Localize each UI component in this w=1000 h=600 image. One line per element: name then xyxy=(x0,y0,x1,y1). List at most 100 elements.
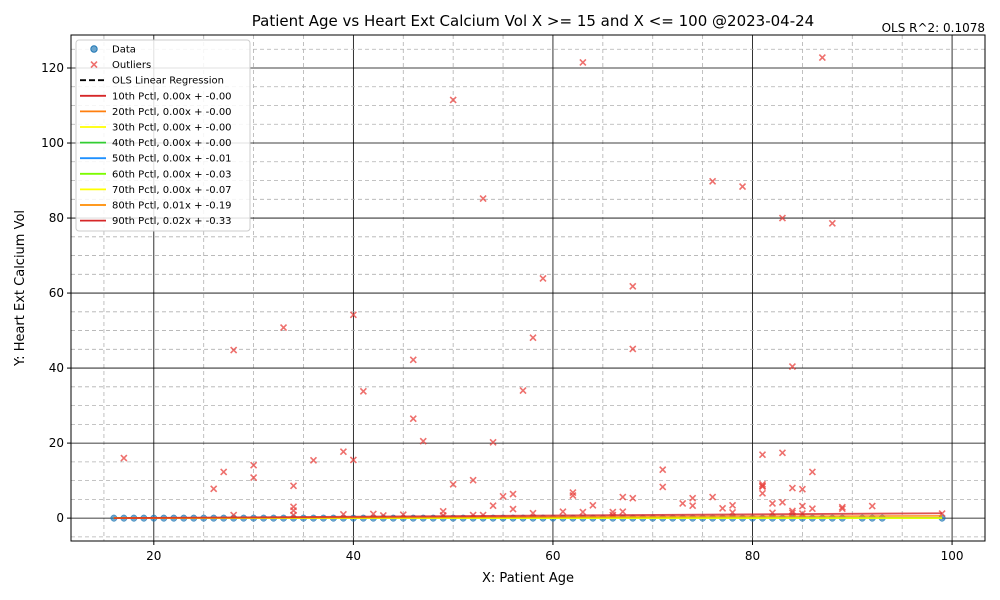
outlier-point xyxy=(289,482,298,490)
outlier-point xyxy=(409,356,417,364)
outlier-point xyxy=(579,508,587,516)
outlier-point xyxy=(868,502,876,510)
outlier-point xyxy=(469,476,477,484)
legend-label: 50th Pctl, 0.00x + -0.01 xyxy=(112,154,232,165)
x-tick-label: 80 xyxy=(745,549,760,563)
y-tick-label: 60 xyxy=(49,286,64,300)
y-tick-label: 80 xyxy=(49,211,64,225)
outlier-point xyxy=(808,468,816,476)
legend-marker xyxy=(90,45,98,53)
series-line xyxy=(113,512,943,520)
x-tick-label: 20 xyxy=(146,549,161,563)
outlier-point xyxy=(619,493,627,501)
outlier-point xyxy=(719,504,727,512)
outlier-point xyxy=(798,502,806,510)
r-squared-annotation: OLS R^2: 0.1078 xyxy=(882,21,985,35)
outlier-point xyxy=(359,387,367,395)
outlier-point xyxy=(818,53,826,62)
outlier-point xyxy=(758,482,767,490)
legend-label: OLS Linear Regression xyxy=(112,76,224,87)
outlier-point xyxy=(339,448,347,456)
legend-label: 10th Pctl, 0.00x + -0.00 xyxy=(112,91,232,102)
outlier-point xyxy=(778,214,787,222)
outlier-point xyxy=(689,502,697,510)
outlier-point xyxy=(230,346,238,354)
outlier-point xyxy=(659,466,667,474)
outlier-point xyxy=(579,58,587,66)
outlier-point xyxy=(788,484,796,492)
outlier-point xyxy=(629,494,637,502)
outlier-point xyxy=(489,438,497,446)
outlier-point xyxy=(449,96,457,104)
outlier-point xyxy=(758,480,767,488)
legend-box xyxy=(75,39,251,232)
outlier-point xyxy=(778,449,787,457)
outlier-point xyxy=(689,494,697,502)
legend-marker xyxy=(90,61,98,69)
y-tick-label: 0 xyxy=(56,511,64,525)
y-tick-label: 40 xyxy=(49,361,64,375)
outlier-point xyxy=(838,505,846,513)
outlier-point xyxy=(619,508,627,516)
outlier-point xyxy=(559,508,567,516)
outlier-point xyxy=(489,502,497,510)
outlier-point xyxy=(589,501,597,509)
x-tick-label: 40 xyxy=(346,549,361,563)
outlier-point xyxy=(529,334,537,342)
plot-frame xyxy=(70,34,986,542)
x-axis-label: X: Patient Age xyxy=(482,571,574,586)
outlier-point xyxy=(728,501,737,509)
outlier-point xyxy=(629,282,637,290)
outlier-point xyxy=(250,474,258,482)
legend-label: 70th Pctl, 0.00x + -0.07 xyxy=(112,185,232,196)
outlier-point xyxy=(808,505,816,513)
legend: Data Outliers OLS Linear Regression 10th Pc… xyxy=(75,39,251,232)
y-tick-label: 120 xyxy=(41,61,64,75)
axis-ticks: 20 40 60 80 100 0 20 40 60 80 100 120 xyxy=(41,61,963,563)
outlier-point xyxy=(499,492,507,500)
outlier-point xyxy=(539,274,547,283)
outlier-point xyxy=(210,485,218,493)
outlier-point xyxy=(479,194,487,203)
outlier-point xyxy=(519,387,527,395)
x-tick-label: 100 xyxy=(941,549,964,563)
outlier-point xyxy=(709,177,717,185)
outlier-point xyxy=(629,345,637,353)
outlier-point xyxy=(279,324,288,332)
legend-label: 90th Pctl, 0.02x + -0.33 xyxy=(112,216,232,227)
outlier-point xyxy=(349,456,357,464)
outlier-point xyxy=(509,505,517,513)
outlier-point xyxy=(758,451,767,459)
outlier-point xyxy=(349,311,357,319)
outlier-point xyxy=(419,437,427,445)
outlier-point xyxy=(449,480,457,488)
legend-label: 60th Pctl, 0.00x + -0.03 xyxy=(112,169,232,180)
y-tick-label: 20 xyxy=(49,436,64,450)
legend-label: 20th Pctl, 0.00x + -0.00 xyxy=(112,107,232,118)
y-tick-label: 100 xyxy=(41,136,64,150)
outlier-point xyxy=(309,456,318,464)
outlier-point xyxy=(828,219,836,227)
outlier-point xyxy=(250,461,258,469)
legend-label: Outliers xyxy=(112,60,151,71)
outlier-point xyxy=(120,454,128,462)
outlier-point xyxy=(778,498,787,506)
legend-label: 80th Pctl, 0.01x + -0.19 xyxy=(112,201,232,212)
outlier-point xyxy=(679,499,687,508)
outlier-point xyxy=(709,493,717,501)
y-axis-label: Y: Heart Ext Calcium Vol xyxy=(13,210,28,367)
outlier-point xyxy=(659,483,667,491)
chart-marks xyxy=(110,53,946,522)
outlier-point xyxy=(788,507,796,515)
outlier-point xyxy=(220,468,228,476)
legend-label: 40th Pctl, 0.00x + -0.00 xyxy=(112,138,232,149)
legend-label: Data xyxy=(112,45,136,56)
outlier-point xyxy=(409,415,417,423)
outlier-point xyxy=(768,499,777,508)
x-tick-label: 60 xyxy=(545,549,560,563)
outlier-point xyxy=(569,492,577,500)
outlier-point xyxy=(788,363,796,371)
outlier-point xyxy=(738,182,747,191)
outlier-point xyxy=(838,503,846,511)
